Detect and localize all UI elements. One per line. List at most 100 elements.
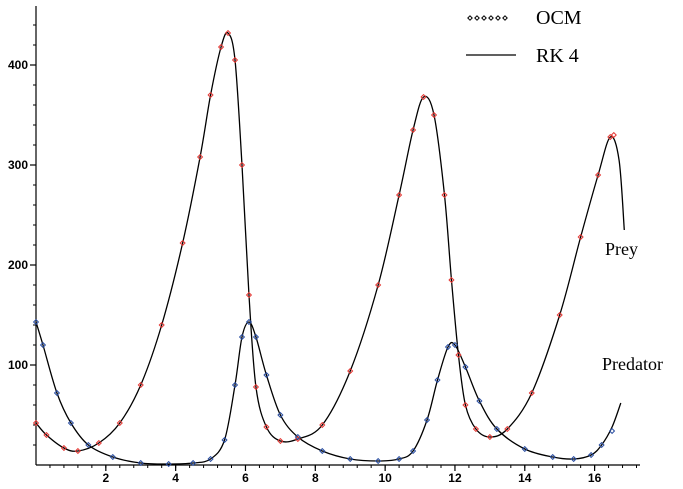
- x-tick-label: 2: [102, 471, 109, 485]
- predator-ocm-marker: [608, 427, 616, 435]
- x-tick-label: 10: [378, 471, 392, 485]
- predator-ocm-marker: [521, 445, 528, 453]
- predator-rk4-line: [35, 321, 622, 465]
- predator-ocm-marker: [375, 457, 382, 465]
- predator-ocm-marker: [238, 333, 246, 341]
- predator-ocm-marker: [493, 425, 500, 433]
- prey-annotation: Prey: [605, 239, 638, 259]
- predator-ocm-marker: [221, 436, 228, 444]
- predator-ocm-marker: [32, 318, 40, 326]
- predator-ocm-marker: [409, 447, 417, 455]
- predator-ocm-marker: [347, 455, 354, 463]
- prey-ocm-marker: [95, 439, 102, 447]
- prey-ocm-marker: [504, 425, 511, 433]
- prey-ocm-marker: [116, 419, 123, 427]
- predator-ocm-marker: [444, 343, 452, 351]
- prey-ocm-marker: [441, 191, 448, 199]
- prey-ocm-marker: [224, 29, 232, 37]
- prey-ocm-marker: [263, 423, 270, 431]
- legend-rk4-label: RK 4: [536, 45, 579, 67]
- prey-ocm-marker: [137, 381, 144, 389]
- prey-ocm-marker: [594, 171, 602, 179]
- predator-ocm-marker: [263, 371, 270, 379]
- prey-ocm-marker: [196, 153, 204, 161]
- predator-ocm-marker: [434, 376, 441, 384]
- predator-ocm-marker: [476, 397, 483, 405]
- legend-ocm-marker: [467, 15, 473, 21]
- predator-ocm-marker: [252, 333, 260, 341]
- predator-ocm-marker: [598, 441, 605, 449]
- predator-ocm-marker: [277, 411, 284, 419]
- predator-ocm-marker: [588, 451, 595, 459]
- predator-ocm-marker: [570, 455, 577, 463]
- legend-ocm-marker: [481, 15, 487, 21]
- prey-ocm-marker: [462, 401, 469, 409]
- predator-ocm-marker: [549, 453, 556, 461]
- prey-ocm-marker: [245, 291, 253, 299]
- annotation-layer: Prey Predator: [602, 239, 663, 374]
- prey-ocm-marker: [409, 126, 417, 134]
- predator-ocm-marker: [245, 318, 253, 326]
- predator-ocm-marker: [294, 433, 301, 441]
- x-tick-label: 14: [518, 471, 532, 485]
- legend-layer: OCM RK 4: [466, 7, 582, 67]
- prey-ocm-marker: [448, 276, 455, 284]
- predator-ocm-marker: [207, 455, 214, 463]
- prey-ocm-marker: [319, 421, 326, 429]
- predator-ocm-marker: [190, 459, 197, 467]
- predator-ocm-marker: [137, 459, 144, 467]
- prey-ocm-marker: [179, 239, 186, 247]
- y-tick-label: 100: [8, 358, 28, 372]
- curves-layer: [35, 31, 625, 465]
- prey-ocm-marker: [74, 447, 82, 455]
- prey-ocm-marker: [430, 111, 438, 119]
- x-tick-label: 6: [242, 471, 249, 485]
- prey-ocm-marker: [420, 93, 427, 101]
- prey-ocm-marker: [556, 311, 563, 319]
- y-tick-label: 300: [8, 158, 28, 172]
- prey-ocm-marker: [238, 161, 246, 169]
- predator-ocm-marker: [451, 341, 459, 349]
- legend-ocm-label: OCM: [536, 7, 582, 29]
- legend-ocm-marker: [474, 15, 480, 21]
- prey-ocm-marker: [472, 425, 480, 433]
- x-tick-label: 12: [448, 471, 462, 485]
- x-tick-label: 16: [588, 471, 602, 485]
- legend-ocm-marker: [488, 15, 494, 21]
- predator-annotation: Predator: [602, 354, 663, 374]
- prey-ocm-marker: [231, 56, 239, 64]
- predator-ocm-marker: [109, 453, 116, 461]
- legend-ocm-marker: [495, 15, 501, 21]
- prey-ocm-marker: [43, 431, 50, 439]
- prey-ocm-marker: [158, 321, 165, 329]
- y-tick-label: 400: [8, 58, 28, 72]
- prey-ocm-marker: [252, 383, 260, 391]
- prey-ocm-marker: [32, 419, 40, 427]
- prey-ocm-marker: [486, 433, 493, 441]
- predator-ocm-marker: [53, 389, 61, 397]
- prey-ocm-marker: [207, 91, 214, 99]
- predator-ocm-marker: [39, 341, 47, 349]
- predator-ocm-marker: [231, 381, 239, 389]
- prey-ocm-marker: [528, 389, 535, 397]
- predator-ocm-marker: [423, 416, 431, 424]
- prey-ocm-marker: [577, 233, 584, 241]
- prey-ocm-marker: [60, 444, 68, 452]
- legend-ocm-marker: [502, 15, 508, 21]
- y-tick-label: 200: [8, 258, 28, 272]
- prey-ocm-marker: [217, 43, 225, 51]
- markers-layer: [32, 29, 617, 468]
- prey-ocm-marker: [347, 367, 354, 375]
- predator-ocm-marker: [319, 447, 326, 455]
- predator-ocm-marker: [395, 455, 403, 463]
- predator-ocm-marker: [462, 363, 469, 371]
- predator-ocm-marker: [85, 441, 92, 449]
- x-tick-label: 8: [312, 471, 319, 485]
- x-tick-label: 4: [172, 471, 179, 485]
- prey-ocm-marker: [277, 437, 284, 445]
- prey-ocm-marker: [610, 131, 617, 139]
- predator-ocm-marker: [67, 419, 75, 427]
- prey-ocm-marker: [375, 281, 382, 289]
